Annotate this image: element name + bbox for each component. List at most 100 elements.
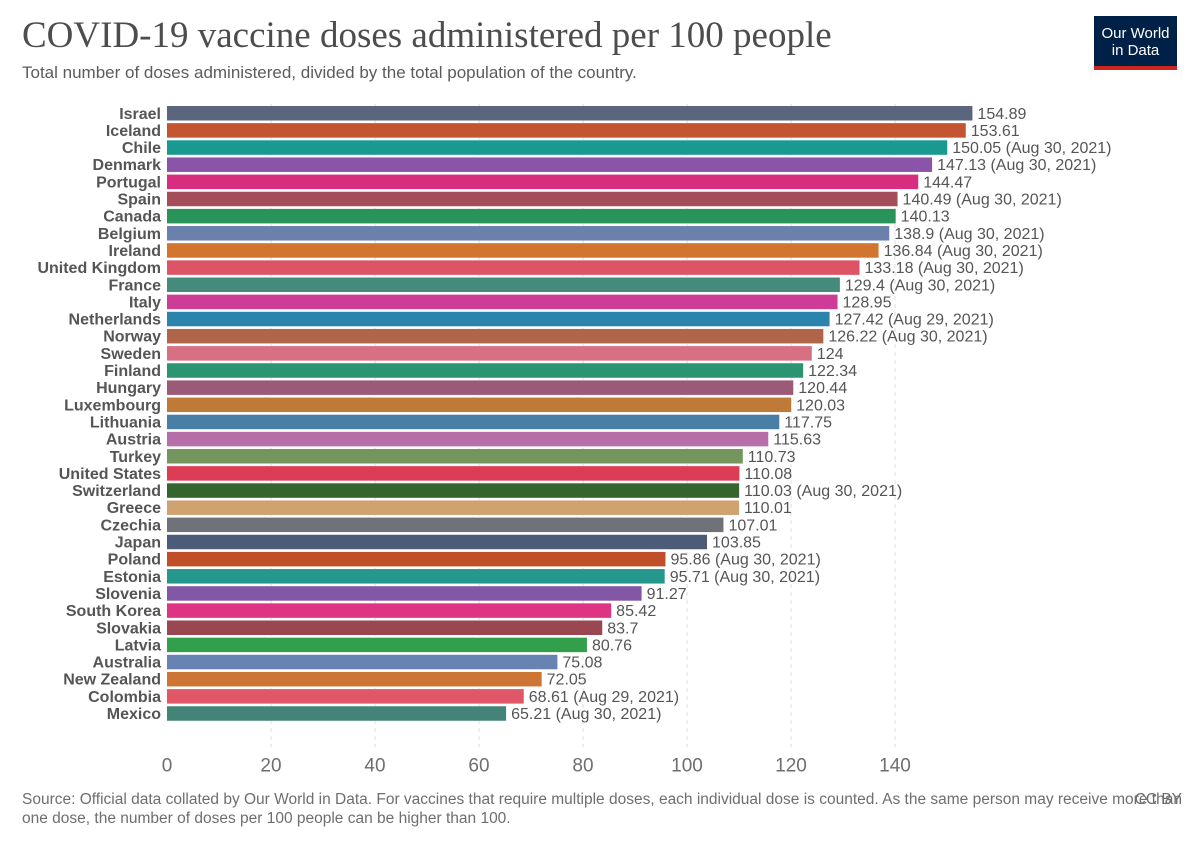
value-label: 140.13 xyxy=(901,209,950,226)
value-label: 65.21 (Aug 30, 2021) xyxy=(511,706,661,723)
value-label: 85.42 xyxy=(616,603,656,620)
category-label: Switzerland xyxy=(72,483,161,500)
bar xyxy=(167,517,724,533)
category-label: Austria xyxy=(106,432,161,449)
bar xyxy=(167,431,769,447)
category-label: Sweden xyxy=(101,346,161,363)
category-label: Estonia xyxy=(103,569,161,586)
value-label: 110.73 xyxy=(748,449,796,466)
bar xyxy=(167,328,824,344)
bar xyxy=(167,534,708,550)
value-label: 126.22 (Aug 30, 2021) xyxy=(828,329,987,346)
value-label: 140.49 (Aug 30, 2021) xyxy=(903,192,1062,209)
category-label: Greece xyxy=(107,500,161,517)
x-tick-label: 40 xyxy=(364,755,385,776)
x-tick-label: 0 xyxy=(162,755,173,776)
bar xyxy=(167,551,666,567)
category-label: South Korea xyxy=(66,603,161,620)
category-label: France xyxy=(109,277,162,294)
category-label: Poland xyxy=(108,552,161,569)
value-label: 122.34 xyxy=(808,363,857,380)
category-label: United States xyxy=(59,466,161,483)
bar xyxy=(167,140,948,155)
bar xyxy=(167,123,966,138)
bar xyxy=(167,380,794,395)
value-label: 120.44 xyxy=(798,380,847,397)
bar xyxy=(167,500,740,515)
category-label: Czechia xyxy=(101,517,162,534)
value-label: 91.27 xyxy=(647,586,687,603)
x-tick-label: 60 xyxy=(468,755,489,776)
category-label: Chile xyxy=(122,140,161,157)
bar xyxy=(167,157,933,172)
x-tick-label: 20 xyxy=(260,755,281,776)
category-label: Hungary xyxy=(96,380,161,397)
value-label: 72.05 xyxy=(547,672,587,689)
bar xyxy=(167,397,792,413)
value-label: 83.7 xyxy=(607,620,638,637)
category-label: Norway xyxy=(103,329,161,346)
value-label: 75.08 xyxy=(562,655,602,672)
category-label: Israel xyxy=(119,106,161,123)
value-label: 144.47 xyxy=(923,174,972,191)
bar xyxy=(167,277,840,292)
bar xyxy=(167,620,603,635)
bar xyxy=(167,689,524,704)
bar xyxy=(167,311,830,327)
category-label: Italy xyxy=(129,294,161,311)
value-label: 147.13 (Aug 30, 2021) xyxy=(937,157,1096,174)
bar xyxy=(167,294,838,310)
category-label: Spain xyxy=(117,192,161,209)
value-label: 80.76 xyxy=(592,637,632,654)
category-label: Slovakia xyxy=(96,620,161,637)
bar xyxy=(167,637,587,653)
chart-title: COVID-19 vaccine doses administered per … xyxy=(22,15,832,56)
value-label: 128.95 xyxy=(843,294,892,311)
bar xyxy=(167,191,898,207)
value-label: 124 xyxy=(817,346,844,363)
value-label: 117.75 xyxy=(784,414,832,431)
bar-chart: 0 20 40 60 80 100 120 140 Israel 154.89 Iceland 153… xyxy=(37,104,1111,776)
bar xyxy=(167,706,507,721)
category-label: Luxembourg xyxy=(64,397,161,414)
value-label: 110.03 (Aug 30, 2021) xyxy=(744,483,902,500)
category-label: Japan xyxy=(115,535,161,552)
footer: Source: Official data collated by Our Wo… xyxy=(22,790,1182,828)
category-label: Lithuania xyxy=(90,414,161,431)
value-label: 133.18 (Aug 30, 2021) xyxy=(865,260,1024,277)
x-tick-label: 140 xyxy=(879,755,911,776)
category-label: Canada xyxy=(103,209,161,226)
value-label: 129.4 (Aug 30, 2021) xyxy=(845,277,995,294)
bar xyxy=(167,586,642,601)
bar xyxy=(167,260,860,275)
category-label: Latvia xyxy=(115,637,161,654)
bar xyxy=(167,243,879,258)
logo-accent-bar xyxy=(1094,66,1177,70)
value-label: 107.01 xyxy=(728,517,777,534)
license-link[interactable]: CC BY xyxy=(1134,791,1182,808)
category-label: New Zealand xyxy=(63,672,161,689)
bar xyxy=(167,174,919,190)
category-label: Netherlands xyxy=(69,312,162,329)
source-note: Source: Official data collated by Our Wo… xyxy=(22,791,1182,827)
bar xyxy=(167,569,665,584)
bar xyxy=(167,346,812,361)
value-label: 138.9 (Aug 30, 2021) xyxy=(894,226,1044,243)
category-label: Slovenia xyxy=(95,586,161,603)
value-label: 103.85 xyxy=(712,535,761,552)
bar xyxy=(167,106,973,121)
category-label: United Kingdom xyxy=(37,260,161,277)
value-label: 120.03 xyxy=(796,397,845,414)
value-label: 154.89 xyxy=(977,106,1026,123)
category-label: Mexico xyxy=(107,706,161,723)
value-label: 136.84 (Aug 30, 2021) xyxy=(884,243,1043,260)
category-label: Belgium xyxy=(98,226,161,243)
x-tick-label: 100 xyxy=(671,755,703,776)
bar xyxy=(167,466,740,481)
category-label: Iceland xyxy=(106,123,161,140)
owid-logo[interactable]: Our World in Data xyxy=(1094,16,1177,70)
category-label: Turkey xyxy=(110,449,161,466)
x-tick-label: 80 xyxy=(572,755,593,776)
value-label: 95.86 (Aug 30, 2021) xyxy=(670,552,820,569)
bar xyxy=(167,449,743,464)
